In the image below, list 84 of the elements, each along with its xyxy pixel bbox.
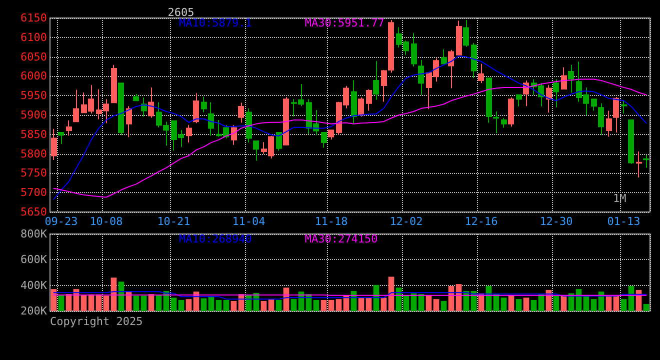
candlestick bbox=[456, 20, 462, 56]
y-tick-label: 5800 bbox=[20, 147, 47, 160]
candlestick bbox=[388, 19, 394, 74]
y-tick-label: 6050 bbox=[20, 50, 47, 64]
candlestick bbox=[201, 96, 207, 113]
y-tick-label: 200K bbox=[20, 304, 48, 318]
candlestick bbox=[118, 82, 124, 136]
y-tick-label: 5950 bbox=[20, 89, 47, 102]
candlestick bbox=[51, 128, 57, 161]
y-tick-label: 6000 bbox=[20, 70, 47, 83]
candlestick bbox=[628, 120, 634, 164]
candlestick bbox=[546, 84, 552, 114]
candlestick bbox=[246, 108, 252, 144]
candlestick bbox=[111, 64, 117, 104]
x-tick-label: 10-08 bbox=[90, 215, 123, 228]
candlestick bbox=[283, 96, 289, 146]
candlestick bbox=[621, 100, 627, 114]
candlestick bbox=[508, 97, 514, 128]
y-tick-label: 400K bbox=[20, 278, 48, 292]
y-tick-label: 5700 bbox=[20, 186, 47, 200]
y-tick-label: 6100 bbox=[20, 30, 47, 44]
candlestick bbox=[411, 32, 417, 67]
y-tick-label: 5650 bbox=[20, 206, 47, 218]
x-tick-label: 12-16 bbox=[464, 215, 498, 228]
x-tick-label: 11-04 bbox=[232, 215, 266, 228]
candlestick bbox=[643, 154, 649, 168]
candlestick bbox=[58, 132, 64, 145]
candlestick bbox=[606, 110, 612, 138]
candlestick bbox=[73, 89, 79, 122]
x-tick-label: 12-30 bbox=[540, 215, 573, 228]
candlestick bbox=[358, 97, 364, 118]
x-tick-label: 12-02 bbox=[390, 215, 423, 228]
x-tick-label: 10-21 bbox=[157, 215, 190, 228]
y-tick-label: 5750 bbox=[20, 166, 47, 180]
candlestick bbox=[471, 42, 477, 79]
candlestick bbox=[328, 130, 334, 140]
candlestick bbox=[568, 64, 574, 93]
candlestick bbox=[208, 102, 214, 136]
chart-title: 2605 bbox=[168, 6, 194, 19]
y-tick-label: 600K bbox=[20, 253, 48, 266]
candlestick bbox=[238, 102, 244, 124]
candlestick bbox=[148, 86, 154, 118]
line-series bbox=[53, 56, 647, 200]
candlestick bbox=[501, 118, 507, 128]
candlestick bbox=[418, 59, 424, 96]
candlestick bbox=[478, 63, 484, 84]
candlestick bbox=[598, 102, 604, 136]
text: MA10:5879.1 bbox=[179, 16, 252, 30]
candlestick bbox=[373, 60, 379, 100]
y-tick-label: 800K bbox=[20, 228, 48, 240]
candlestick bbox=[133, 94, 139, 102]
candlestick bbox=[636, 150, 642, 178]
candlestick bbox=[493, 111, 499, 134]
y-tick-label: 6150 bbox=[20, 12, 47, 24]
y-tick-label: 5850 bbox=[20, 128, 47, 141]
text: Copyright 2025 bbox=[50, 315, 143, 328]
candlestick bbox=[253, 140, 259, 162]
candlestick bbox=[126, 106, 132, 138]
x-tick-label: 11-18 bbox=[314, 215, 348, 228]
candlestick bbox=[276, 132, 282, 152]
candlestick bbox=[448, 49, 454, 89]
candlestick bbox=[381, 69, 387, 102]
line-series bbox=[53, 291, 647, 300]
candlestick bbox=[486, 78, 492, 124]
candlestick bbox=[591, 98, 597, 112]
candlestick bbox=[321, 132, 327, 148]
candlestick bbox=[351, 80, 357, 124]
candlestick bbox=[441, 48, 447, 64]
candlestick bbox=[66, 120, 72, 136]
x-tick-label: 09-23 bbox=[44, 215, 78, 228]
y-tick-label: 5900 bbox=[20, 108, 47, 122]
candlestick bbox=[231, 124, 237, 146]
candlestick bbox=[553, 78, 559, 108]
candlestick bbox=[613, 96, 619, 133]
candlestick bbox=[366, 88, 372, 112]
candlestick bbox=[186, 124, 192, 144]
candlestick bbox=[463, 19, 469, 48]
candlestick bbox=[516, 94, 522, 107]
text: MA30:274150 bbox=[304, 232, 378, 246]
candlestick bbox=[193, 92, 199, 124]
text: MA10:268940 bbox=[179, 232, 252, 246]
text: MA30:5951.77 bbox=[304, 16, 384, 30]
x-tick-label: 01-13 bbox=[607, 215, 640, 228]
candlestick bbox=[561, 66, 567, 90]
